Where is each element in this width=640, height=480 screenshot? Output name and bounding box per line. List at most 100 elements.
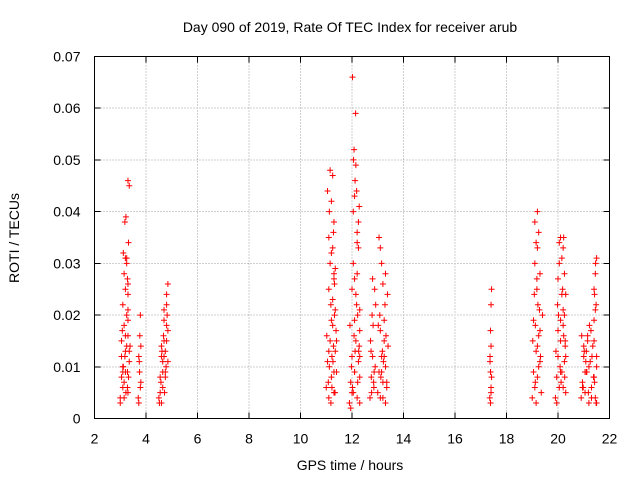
data-point [122,348,129,355]
data-point [561,358,568,365]
data-point [562,389,569,396]
data-point [555,327,561,334]
data-point [385,343,392,350]
data-point [332,389,339,396]
data-point [592,270,599,277]
data-point [592,306,599,313]
data-point [354,270,361,277]
data-point [536,306,543,313]
data-point [124,332,131,339]
chart-title: Day 090 of 2019, Rate Of TEC Index for r… [183,19,518,35]
data-point [555,353,561,360]
data-point [488,301,495,308]
data-point [592,260,599,267]
data-point [488,389,495,396]
x-tick-label: 2 [91,431,99,447]
data-point [534,244,541,251]
data-point [381,317,388,324]
data-point [352,110,359,117]
data-point [533,286,540,293]
data-point [123,260,130,267]
data-point [122,213,129,220]
data-point [326,208,333,215]
data-point [367,337,374,344]
data-point [383,379,390,386]
data-point [579,379,586,386]
data-point [157,389,164,396]
data-point [370,379,377,386]
data-point [588,394,595,401]
data-point [135,399,142,406]
data-point [582,358,589,365]
data-point [124,291,131,298]
data-point [534,374,541,381]
data-point [323,384,330,391]
data-point [531,384,538,391]
data-point [380,358,387,365]
data-point [161,353,168,360]
data-point [126,358,133,365]
data-point [118,374,125,381]
data-point [124,317,131,324]
data-point [534,343,541,350]
data-point [325,286,332,293]
data-point [137,384,144,391]
data-point [591,291,598,298]
data-point [347,379,354,386]
data-point [536,327,543,334]
data-point [330,229,337,236]
data-point [534,301,541,308]
data-point [328,374,335,381]
data-point [488,384,495,391]
data-point [163,322,170,329]
data-point [351,317,358,324]
data-point [369,353,376,360]
data-point [487,358,494,365]
data-point [561,312,568,319]
data-point [163,363,170,370]
data-point [558,379,565,386]
data-point [325,379,332,386]
data-point [164,312,171,319]
data-point [593,255,600,262]
data-point [381,353,388,360]
data-point [119,301,126,308]
data-point [137,343,144,350]
data-point [529,394,536,401]
data-point [137,379,144,386]
data-point [532,379,539,386]
data-point [378,260,385,267]
data-point [591,317,598,324]
data-point [539,312,546,319]
data-point [351,146,358,153]
data-point [121,322,128,329]
data-point [328,198,335,205]
x-tick-label: 10 [293,431,309,447]
data-point [555,312,562,319]
x-tick-label: 16 [447,431,463,447]
x-tick-label: 22 [602,431,618,447]
y-tick-label: 0 [73,411,81,427]
gridlines [94,56,610,419]
x-tick-label: 18 [499,431,515,447]
data-point [379,348,386,355]
data-point [561,374,568,381]
data-point [160,332,167,339]
data-point [354,229,361,236]
data-point [593,363,600,370]
data-point [562,337,569,344]
data-point [121,218,128,225]
data-point [136,332,143,339]
data-point [354,239,361,246]
data-point [159,358,166,365]
data-point [158,399,165,406]
data-point [325,234,332,241]
data-point [535,332,542,339]
data-point [331,312,338,319]
y-tick-label: 0.02 [53,307,80,323]
data-point [328,353,335,360]
data-point [487,327,494,334]
data-point [583,348,590,355]
data-point [356,343,363,350]
